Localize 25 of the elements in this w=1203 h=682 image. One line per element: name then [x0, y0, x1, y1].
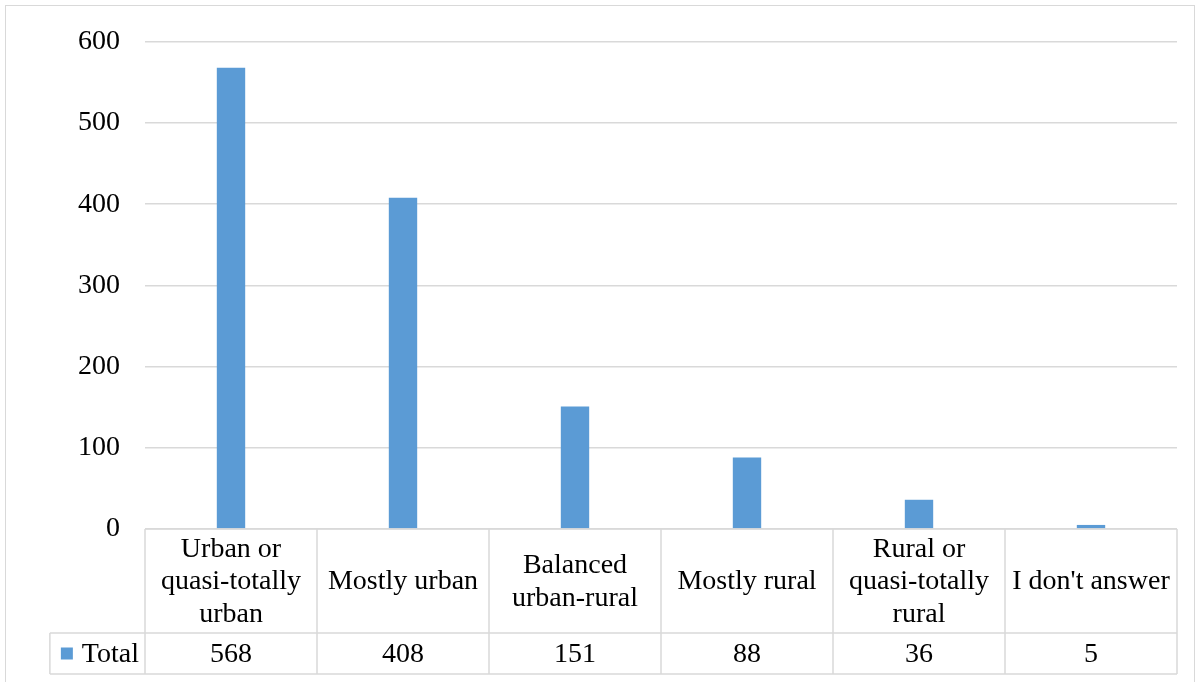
- x-tick-label: Mostly rural: [677, 564, 817, 596]
- bar: [216, 67, 246, 529]
- data-label: 568: [210, 636, 252, 668]
- data-label: 88: [733, 636, 761, 668]
- x-tick-label: Mostly urban: [327, 564, 479, 596]
- bar: [732, 457, 762, 529]
- x-tick-label: Urban or quasi-totally urban: [161, 531, 301, 628]
- x-tick-label: Rural or quasi-totally rural: [849, 531, 989, 628]
- y-tick-label: 400: [78, 186, 120, 218]
- x-tick-label: I don't answer: [1012, 564, 1171, 596]
- y-tick-label: 500: [78, 105, 120, 137]
- x-tick-label: Balanced urban-rural: [512, 548, 639, 612]
- y-tick-label: 600: [78, 24, 120, 56]
- bar: [388, 197, 418, 529]
- data-label: 36: [905, 636, 933, 668]
- y-tick-label: 200: [78, 348, 120, 380]
- data-label: 151: [554, 636, 596, 668]
- y-tick-label: 100: [78, 430, 120, 462]
- bar: [560, 406, 590, 529]
- legend-label: Total: [81, 636, 140, 668]
- data-label: 5: [1084, 636, 1098, 668]
- bar: [904, 499, 934, 529]
- y-tick-label: 0: [106, 511, 120, 543]
- data-label: 408: [382, 636, 424, 668]
- y-tick-label: 300: [78, 267, 120, 299]
